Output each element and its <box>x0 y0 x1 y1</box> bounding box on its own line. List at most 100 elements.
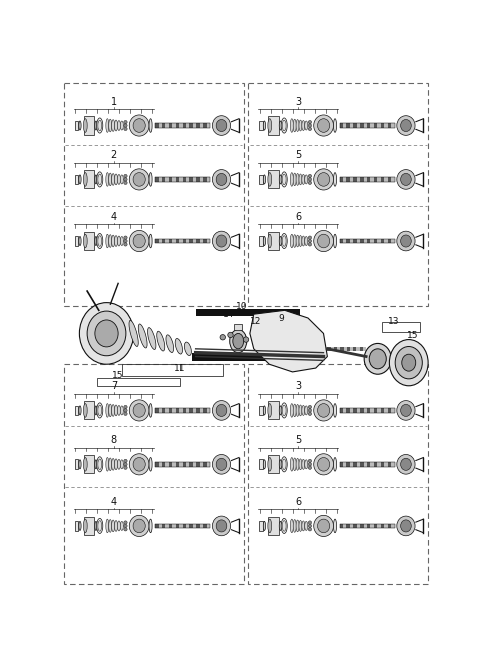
Bar <box>172 462 176 467</box>
Ellipse shape <box>79 175 81 184</box>
Bar <box>155 408 158 412</box>
Bar <box>200 239 203 243</box>
Bar <box>360 123 364 128</box>
Ellipse shape <box>166 335 174 352</box>
Circle shape <box>124 412 127 416</box>
Text: 4: 4 <box>111 497 117 507</box>
Circle shape <box>308 175 312 178</box>
Circle shape <box>308 124 312 127</box>
Bar <box>172 123 176 128</box>
Ellipse shape <box>290 404 293 417</box>
Bar <box>388 177 391 182</box>
Ellipse shape <box>397 401 415 420</box>
Bar <box>155 239 158 243</box>
Bar <box>155 462 158 467</box>
Bar <box>371 462 374 467</box>
Bar <box>190 239 193 243</box>
Bar <box>350 239 353 243</box>
Bar <box>339 462 395 467</box>
Ellipse shape <box>115 120 118 131</box>
Bar <box>388 524 391 528</box>
Bar <box>193 462 196 467</box>
Bar <box>186 524 190 528</box>
Bar <box>350 177 353 182</box>
Ellipse shape <box>115 520 118 531</box>
Bar <box>347 239 350 243</box>
Bar <box>391 524 395 528</box>
Ellipse shape <box>305 522 308 531</box>
Bar <box>207 123 210 128</box>
Ellipse shape <box>296 520 299 532</box>
Bar <box>367 177 371 182</box>
Bar <box>364 408 367 412</box>
Ellipse shape <box>314 453 334 475</box>
Ellipse shape <box>149 173 152 186</box>
Ellipse shape <box>118 175 120 184</box>
Ellipse shape <box>290 173 293 186</box>
Bar <box>182 408 186 412</box>
Ellipse shape <box>318 519 330 533</box>
Ellipse shape <box>314 115 334 136</box>
Bar <box>176 177 179 182</box>
Ellipse shape <box>95 320 118 347</box>
Ellipse shape <box>138 324 147 348</box>
Bar <box>391 462 395 467</box>
Ellipse shape <box>216 120 227 132</box>
Bar <box>357 462 360 467</box>
Ellipse shape <box>299 174 302 185</box>
Bar <box>391 408 395 412</box>
Bar <box>158 524 162 528</box>
Bar <box>169 177 172 182</box>
Text: 5: 5 <box>295 436 301 446</box>
Bar <box>207 408 210 412</box>
Ellipse shape <box>401 235 411 247</box>
Ellipse shape <box>129 169 149 190</box>
Bar <box>388 462 391 467</box>
Bar <box>367 462 371 467</box>
Ellipse shape <box>109 404 112 417</box>
Text: 3: 3 <box>295 97 301 106</box>
Bar <box>172 408 176 412</box>
Ellipse shape <box>106 457 109 471</box>
Bar <box>182 239 186 243</box>
Bar <box>176 408 179 412</box>
Text: 4: 4 <box>111 212 117 222</box>
Bar <box>162 123 166 128</box>
Bar <box>353 177 357 182</box>
Ellipse shape <box>293 520 296 532</box>
Ellipse shape <box>149 234 152 248</box>
Bar <box>350 408 353 412</box>
Ellipse shape <box>129 321 138 346</box>
Ellipse shape <box>79 121 81 130</box>
Ellipse shape <box>263 237 265 245</box>
Circle shape <box>124 521 127 524</box>
Circle shape <box>308 412 312 416</box>
Bar <box>182 123 186 128</box>
Ellipse shape <box>120 406 123 415</box>
Bar <box>339 123 395 128</box>
Bar <box>381 239 384 243</box>
Bar <box>186 462 190 467</box>
Bar <box>384 123 388 128</box>
Ellipse shape <box>318 234 330 248</box>
Bar <box>357 524 360 528</box>
Ellipse shape <box>299 120 302 131</box>
Bar <box>259 521 263 531</box>
Ellipse shape <box>120 175 123 184</box>
Bar <box>388 123 391 128</box>
Ellipse shape <box>98 459 102 469</box>
Text: 2: 2 <box>111 151 117 161</box>
Text: 7: 7 <box>111 381 117 391</box>
Ellipse shape <box>314 516 334 537</box>
Ellipse shape <box>98 236 102 247</box>
Ellipse shape <box>334 457 336 471</box>
Ellipse shape <box>120 237 123 245</box>
Bar <box>337 346 340 351</box>
Bar <box>268 455 279 473</box>
Bar <box>169 123 172 128</box>
Bar <box>155 408 210 412</box>
Ellipse shape <box>106 173 109 186</box>
Bar <box>166 239 169 243</box>
Bar <box>360 524 364 528</box>
Ellipse shape <box>397 231 415 251</box>
